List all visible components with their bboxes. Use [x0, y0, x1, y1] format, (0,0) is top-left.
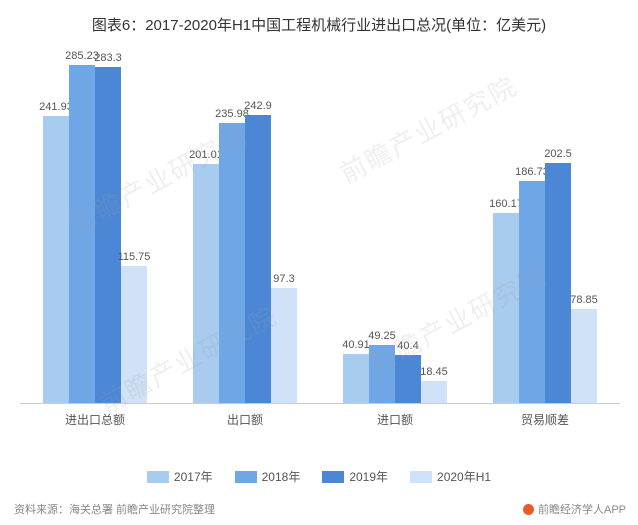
category-label: 进出口总额 [65, 403, 125, 428]
legend-swatch-icon [410, 471, 432, 483]
legend-item: 2020年H1 [410, 468, 491, 485]
bar: 18.45 [421, 381, 447, 403]
bar: 40.4 [395, 355, 421, 403]
category-label: 出口额 [227, 403, 263, 428]
bar: 241.93 [43, 116, 69, 403]
category-label: 进口额 [377, 403, 413, 428]
bar-value-label: 283.3 [94, 52, 122, 64]
legend-label: 2017年 [174, 468, 213, 485]
bar: 97.3 [271, 288, 297, 403]
bar-value-label: 115.75 [118, 251, 151, 263]
plot-region: 241.93285.23283.3115.75进出口总额201.01235.98… [20, 48, 620, 404]
bar-value-label: 40.91 [342, 339, 370, 351]
legend-swatch-icon [322, 471, 344, 483]
chart-title: 图表6：2017-2020年H1中国工程机械行业进出口总况(单位：亿美元) [0, 0, 638, 35]
bar-value-label: 18.45 [420, 366, 448, 378]
bar: 115.75 [121, 266, 147, 403]
bar: 242.9 [245, 115, 271, 403]
legend-item: 2019年 [322, 468, 388, 485]
bar: 201.01 [193, 164, 219, 403]
bar-value-label: 186.73 [515, 166, 549, 178]
bar-group: 241.93285.23283.3115.75进出口总额 [20, 48, 170, 403]
bar-value-label: 241.93 [39, 101, 73, 113]
brand-dot-icon [523, 504, 534, 515]
bar-value-label: 160.17 [489, 198, 523, 210]
bar: 283.3 [95, 67, 121, 403]
brand-text: 前瞻经济学人APP [538, 501, 626, 517]
bar-group: 40.9149.2540.418.45进口额 [320, 48, 470, 403]
bar-group: 201.01235.98242.997.3出口额 [170, 48, 320, 403]
bar: 186.73 [519, 181, 545, 403]
legend: 2017年 2018年 2019年 2020年H1 [0, 468, 638, 485]
legend-label: 2019年 [349, 468, 388, 485]
bar-value-label: 49.25 [368, 330, 396, 342]
legend-swatch-icon [147, 471, 169, 483]
bar-value-label: 78.85 [570, 294, 598, 306]
bar: 235.98 [219, 123, 245, 403]
bar-value-label: 202.5 [544, 148, 572, 160]
bar: 40.91 [343, 354, 369, 403]
bar: 285.23 [69, 65, 95, 403]
legend-item: 2017年 [147, 468, 213, 485]
bar: 202.5 [545, 163, 571, 403]
bar-value-label: 40.4 [397, 340, 418, 352]
bar: 78.85 [571, 309, 597, 403]
bar-value-label: 201.01 [189, 149, 223, 161]
bar: 49.25 [369, 345, 395, 403]
bar: 160.17 [493, 213, 519, 403]
chart-area: 241.93285.23283.3115.75进出口总额201.01235.98… [20, 48, 620, 438]
brand-badge: 前瞻经济学人APP [523, 501, 626, 517]
bar-group: 160.17186.73202.578.85贸易顺差 [470, 48, 620, 403]
legend-label: 2018年 [262, 468, 301, 485]
bar-value-label: 242.9 [244, 100, 272, 112]
legend-label: 2020年H1 [437, 468, 491, 485]
bar-value-label: 97.3 [273, 273, 294, 285]
legend-swatch-icon [235, 471, 257, 483]
legend-item: 2018年 [235, 468, 301, 485]
source-text: 资料来源：海关总署 前瞻产业研究院整理 [14, 501, 215, 517]
category-label: 贸易顺差 [521, 403, 569, 428]
